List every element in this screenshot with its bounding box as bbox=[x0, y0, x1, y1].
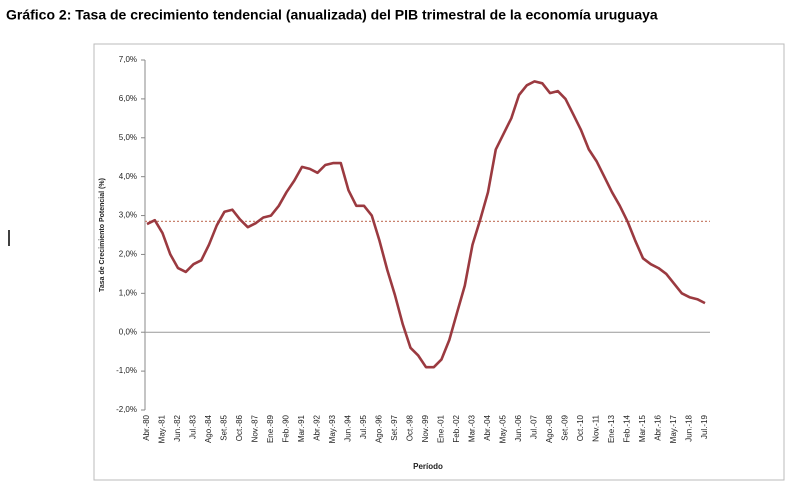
x-tick-label: Abr.-04 bbox=[483, 414, 492, 440]
y-tick-label: 0,0% bbox=[119, 327, 137, 336]
chart-title: Gráfico 2: Tasa de crecimiento tendencia… bbox=[6, 7, 658, 23]
x-tick-label: Ene.-13 bbox=[607, 414, 616, 443]
x-tick-label: May.-17 bbox=[669, 414, 678, 443]
y-tick-label: -2,0% bbox=[116, 405, 137, 414]
line-series bbox=[146, 80, 706, 369]
x-tick-label: Abr.-16 bbox=[654, 414, 663, 440]
x-tick-label: Nov.-11 bbox=[592, 414, 601, 441]
x-tick-label: Jun.-94 bbox=[344, 414, 353, 441]
x-tick-label: Feb.-14 bbox=[623, 414, 632, 442]
x-tick-label: Jul.-07 bbox=[530, 414, 539, 439]
x-tick-label: May.-05 bbox=[499, 414, 508, 443]
x-tick-label: Jul.-83 bbox=[189, 414, 198, 439]
x-tick-label: May.-93 bbox=[328, 414, 337, 443]
y-tick-label: 7,0% bbox=[119, 55, 137, 64]
x-tick-label: Mar.-91 bbox=[297, 414, 306, 442]
x-tick-label: Abr.-92 bbox=[313, 414, 322, 440]
y-tick-label: 1,0% bbox=[119, 288, 137, 297]
x-tick-label: Mar.-15 bbox=[638, 414, 647, 442]
x-tick-label: May.-81 bbox=[158, 414, 167, 443]
x-tick-label: Jun.-18 bbox=[685, 414, 694, 441]
y-axis-title: Tasa de Crecimiento Potencial (%) bbox=[99, 178, 106, 292]
x-tick-label: Abr.-80 bbox=[142, 414, 151, 440]
x-tick-label: Set.-85 bbox=[220, 414, 229, 440]
x-tick-label: Nov.-87 bbox=[251, 414, 260, 442]
y-tick-label: 2,0% bbox=[119, 250, 137, 259]
y-tick-label: 5,0% bbox=[119, 133, 137, 142]
x-tick-label: Feb.-02 bbox=[452, 414, 461, 442]
x-tick-label: Ene.-01 bbox=[437, 414, 446, 443]
x-tick-label: Ene.-89 bbox=[266, 414, 275, 443]
x-tick-label: Set.-97 bbox=[390, 414, 399, 440]
y-tick-label: 4,0% bbox=[119, 172, 137, 181]
x-tick-label: Jul.-19 bbox=[700, 414, 709, 439]
x-tick-label: Feb.-90 bbox=[282, 414, 291, 442]
y-tick-label: -1,0% bbox=[116, 366, 137, 375]
x-tick-label: Jul.-95 bbox=[359, 414, 368, 439]
x-tick-label: Ago.-84 bbox=[204, 414, 213, 443]
x-tick-label: Jun.-82 bbox=[173, 414, 182, 441]
x-tick-label: Nov.-99 bbox=[421, 414, 430, 442]
x-tick-label: Oct.-98 bbox=[406, 414, 415, 441]
x-tick-label: Oct.-86 bbox=[235, 414, 244, 441]
x-axis-title: Período bbox=[413, 462, 443, 471]
y-tick-label: 3,0% bbox=[119, 211, 137, 220]
x-tick-label: Ago.-08 bbox=[545, 414, 554, 443]
chart-frame bbox=[93, 43, 785, 481]
x-tick-label: Ago.-96 bbox=[375, 414, 384, 443]
x-tick-label: Mar.-03 bbox=[468, 414, 477, 442]
x-tick-label: Oct.-10 bbox=[576, 414, 585, 441]
x-tick-label: Set.-09 bbox=[561, 414, 570, 440]
x-tick-label: Jun.-06 bbox=[514, 414, 523, 441]
y-tick-label: 6,0% bbox=[119, 94, 137, 103]
